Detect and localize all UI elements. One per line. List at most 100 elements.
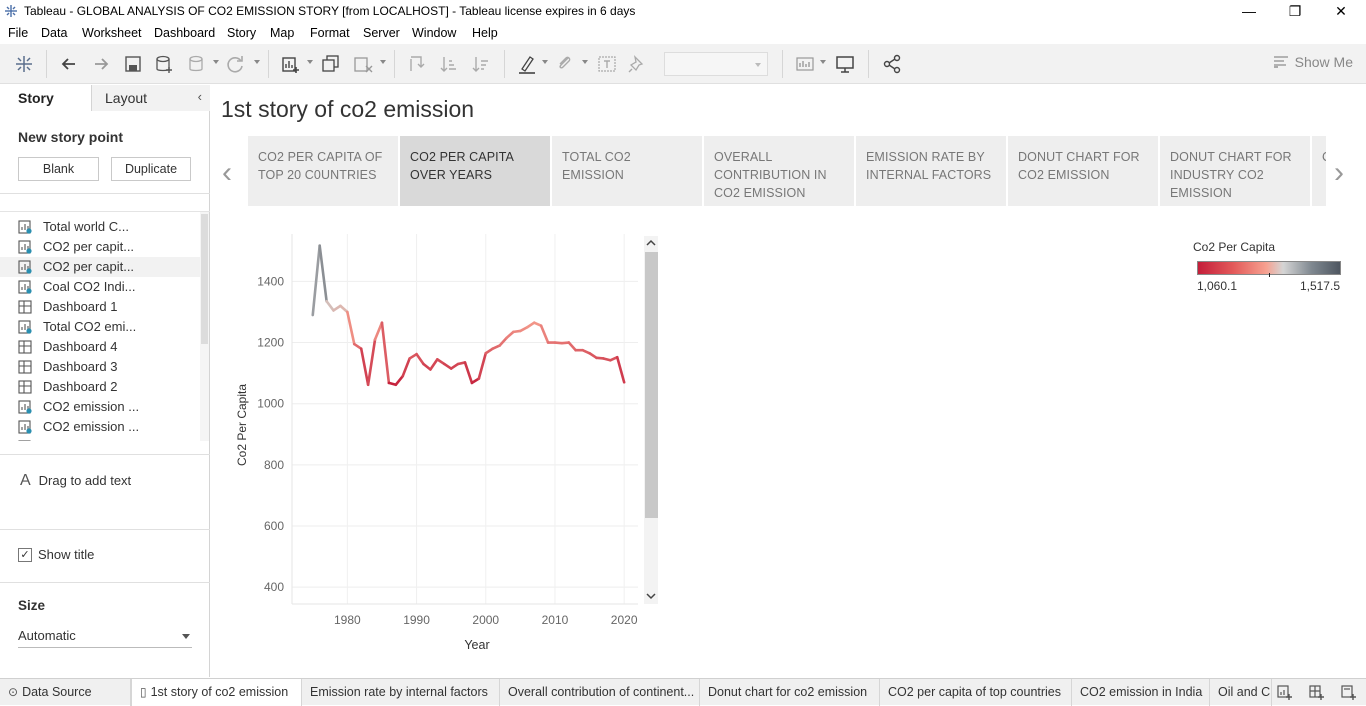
highlight-icon[interactable]	[516, 53, 538, 75]
minimize-button[interactable]: —	[1242, 3, 1256, 19]
swap-rows-columns-icon[interactable]	[406, 53, 428, 75]
menu-server[interactable]: Server	[363, 26, 400, 40]
undo-icon[interactable]	[58, 53, 80, 75]
menu-help[interactable]: Help	[472, 26, 498, 40]
line-segment[interactable]	[484, 347, 494, 355]
share-icon[interactable]	[881, 53, 903, 75]
menu-worksheet[interactable]: Worksheet	[82, 26, 142, 40]
line-segment[interactable]	[373, 321, 384, 341]
chart-scrollbar-thumb[interactable]	[645, 252, 658, 518]
drag-text-object[interactable]: A Drag to add text	[20, 472, 131, 490]
line-segment[interactable]	[477, 351, 488, 380]
story-point-3[interactable]: TOTAL CO2 EMISSION	[552, 136, 702, 206]
line-segment[interactable]	[470, 377, 481, 385]
menu-story[interactable]: Story	[227, 26, 257, 40]
sheet-list-item[interactable]: Total world C...	[0, 217, 200, 237]
tab-layout[interactable]: Layout	[92, 85, 210, 111]
presentation-mode-icon[interactable]	[834, 53, 856, 75]
show-mark-labels-icon[interactable]	[596, 53, 618, 75]
sheet-tab[interactable]: Emission rate by internal factors	[302, 679, 500, 706]
line-segment[interactable]	[401, 357, 411, 378]
sheet-list-scrollbar[interactable]	[200, 212, 209, 441]
color-legend[interactable]: Co2 Per Capita 1,060.1 1,517.5	[1193, 240, 1343, 300]
dropdown-arrow-icon[interactable]	[254, 60, 260, 64]
dropdown-arrow-icon[interactable]	[820, 60, 826, 64]
menu-dashboard[interactable]: Dashboard	[154, 26, 216, 40]
duplicate-sheet-icon[interactable]	[320, 53, 342, 75]
sort-ascending-icon[interactable]	[438, 53, 460, 75]
checkbox-checked-icon[interactable]: ✓	[18, 547, 32, 562]
line-segment[interactable]	[567, 341, 578, 352]
duplicate-button[interactable]: Duplicate	[111, 157, 191, 181]
story-point-6[interactable]: DONUT CHART FOR CO2 EMISSION	[1008, 136, 1158, 206]
sheet-list-item[interactable]: CO2 emission ...	[0, 417, 200, 437]
sheet-tab[interactable]: ▯ 1st story of co2 emission	[131, 679, 302, 706]
scroll-up-icon[interactable]	[646, 239, 656, 246]
line-segment[interactable]	[422, 362, 432, 371]
sort-descending-icon[interactable]	[470, 53, 492, 75]
new-data-source-icon[interactable]	[154, 53, 176, 75]
group-members-icon[interactable]	[554, 53, 576, 75]
line-segment[interactable]	[332, 304, 342, 312]
tableau-home-icon[interactable]	[13, 53, 35, 75]
dropdown-arrow-icon[interactable]	[582, 60, 588, 64]
show-cards-icon[interactable]	[795, 53, 817, 75]
line-segment[interactable]	[449, 362, 460, 370]
line-segment[interactable]	[436, 358, 446, 366]
sheet-list-item[interactable]: CO2 emission ...	[0, 397, 200, 417]
menu-window[interactable]: Window	[412, 26, 457, 40]
dropdown-arrow-icon[interactable]	[380, 60, 386, 64]
line-segment[interactable]	[505, 330, 515, 340]
clear-sheet-icon[interactable]	[352, 53, 374, 75]
pause-data-icon[interactable]	[186, 53, 208, 75]
line-segment[interactable]	[366, 338, 377, 387]
line-chart[interactable]: 400 600 800 1000 1200 1400 1980 1990 2000 2010 202…	[228, 232, 664, 662]
sheet-list-item[interactable]: Dashboard 2	[0, 377, 200, 397]
line-segment[interactable]	[318, 244, 328, 303]
size-dropdown[interactable]: Automatic	[18, 628, 192, 648]
sheet-tab[interactable]: Overall contribution of continent...	[500, 679, 700, 706]
story-point-8[interactable]: C	[1312, 136, 1326, 206]
line-segment[interactable]	[615, 355, 626, 384]
sheet-list-item[interactable]: Coal CO2 Indi...	[0, 277, 200, 297]
refresh-icon[interactable]	[224, 53, 246, 75]
new-story-tab-icon[interactable]	[1340, 683, 1358, 701]
new-worksheet-icon[interactable]	[280, 53, 302, 75]
story-point-5[interactable]: EMISSION RATE BY INTERNAL FACTORS	[856, 136, 1006, 206]
line-segment[interactable]	[498, 336, 508, 347]
menu-map[interactable]: Map	[270, 26, 295, 40]
story-point-7[interactable]: DONUT CHART FOR INDUSTRY CO2 EMISSION	[1160, 136, 1310, 206]
new-worksheet-tab-icon[interactable]	[1276, 683, 1294, 701]
scrollbar-thumb[interactable]	[201, 214, 208, 344]
line-segment[interactable]	[525, 321, 536, 329]
line-segment[interactable]	[415, 352, 425, 366]
line-segment[interactable]	[311, 244, 321, 317]
story-point-2[interactable]: CO2 PER CAPITA OVER YEARS	[400, 136, 550, 206]
sheet-list-item[interactable]: Emission rat...	[0, 437, 200, 441]
blank-button[interactable]: Blank	[18, 157, 99, 181]
new-dashboard-tab-icon[interactable]	[1308, 683, 1326, 701]
line-segment[interactable]	[380, 321, 391, 385]
line-segment[interactable]	[359, 347, 370, 387]
line-segment[interactable]	[539, 324, 550, 344]
sheet-list-item[interactable]: CO2 per capit...	[0, 257, 200, 277]
line-segment[interactable]	[463, 361, 474, 385]
sheet-tab[interactable]: Donut chart for co2 emission	[700, 679, 880, 706]
line-segment[interactable]	[442, 362, 453, 370]
collapse-pane-icon[interactable]: ‹	[197, 89, 202, 104]
line-segment[interactable]	[394, 374, 405, 387]
tab-story[interactable]: Story	[0, 85, 92, 111]
dropdown-arrow-icon[interactable]	[542, 60, 548, 64]
line-segment[interactable]	[346, 310, 356, 346]
restore-button[interactable]: ❐	[1288, 3, 1302, 19]
sheet-tab[interactable]: Oil and C	[1210, 679, 1272, 706]
sheet-list-item[interactable]: Total CO2 emi...	[0, 317, 200, 337]
sheet-list-item[interactable]: Dashboard 3	[0, 357, 200, 377]
sheet-list-item[interactable]: Dashboard 4	[0, 337, 200, 357]
line-segment[interactable]	[429, 358, 439, 371]
menu-file[interactable]: File	[8, 26, 29, 40]
line-segment[interactable]	[519, 325, 529, 333]
sheet-list-item[interactable]: CO2 per capit...	[0, 237, 200, 257]
fit-select[interactable]	[664, 52, 768, 76]
next-story-point-icon[interactable]: ›	[1334, 156, 1344, 189]
